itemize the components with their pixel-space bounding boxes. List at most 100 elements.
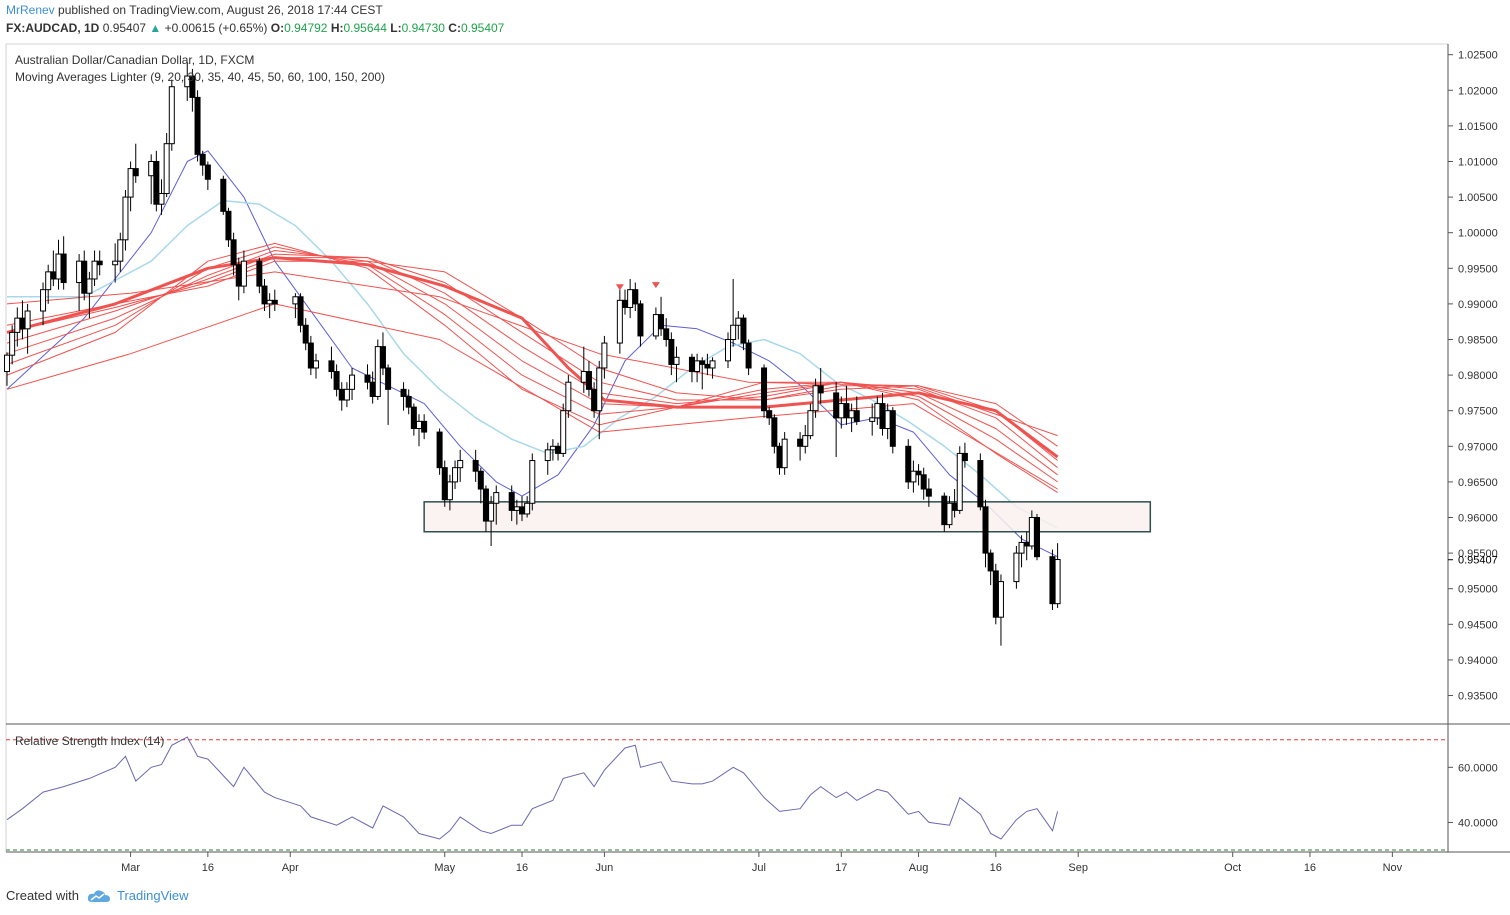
candle-body — [997, 581, 1004, 618]
candle-body — [117, 239, 124, 262]
candle — [400, 382, 407, 411]
author-link[interactable]: MrRenev — [6, 3, 55, 17]
price-tick-label: 0.94500 — [1458, 619, 1498, 631]
rsi-tick-label: 60.0000 — [1458, 762, 1498, 774]
candle — [421, 414, 428, 440]
candle-body — [704, 363, 711, 369]
price-axis[interactable]: 1.02500 1.02000 1.01500 1.01000 1.00500 1.000… — [1448, 50, 1498, 830]
candle-body — [725, 338, 731, 362]
candle-body — [941, 495, 948, 526]
candle — [9, 325, 16, 365]
candle-body — [225, 210, 232, 241]
candle-body — [76, 260, 83, 284]
candle — [565, 375, 572, 418]
ma-30-line — [6, 242, 1058, 494]
candles — [4, 61, 1061, 646]
price-tick-label: 0.94000 — [1458, 655, 1498, 667]
candle — [601, 335, 608, 379]
candle-body — [163, 143, 170, 195]
candle-body — [601, 342, 608, 369]
candle — [544, 442, 551, 475]
candle-body — [565, 381, 572, 412]
candle-body — [307, 342, 314, 369]
price-tick-label: 0.93500 — [1458, 691, 1498, 703]
price-tick-label: 0.96000 — [1458, 513, 1498, 525]
candle-body — [833, 392, 840, 419]
candle-body — [158, 193, 165, 205]
candle-body — [436, 431, 443, 469]
candle-body — [781, 438, 788, 469]
candle — [529, 453, 536, 511]
candle — [745, 339, 752, 376]
candle — [292, 293, 299, 319]
candle-body — [230, 239, 237, 266]
candle-body — [730, 324, 737, 340]
candle-body — [400, 388, 407, 397]
candle — [45, 264, 52, 304]
candle-body — [50, 271, 57, 280]
candle — [925, 478, 932, 507]
candle-body — [297, 296, 304, 326]
candle-body — [45, 271, 52, 291]
time-tick-label: 16 — [516, 862, 528, 874]
time-tick-label: May — [434, 862, 455, 874]
candle-body — [452, 467, 459, 483]
candle — [91, 250, 98, 287]
close-value: 0.95407 — [460, 21, 505, 35]
candle-body — [961, 452, 968, 462]
candle-body — [148, 160, 155, 177]
candle-body — [616, 299, 623, 344]
candle — [220, 175, 227, 215]
candle — [271, 289, 278, 312]
candle-body — [1023, 541, 1030, 547]
footer: Created with TradingView — [6, 888, 189, 903]
candle-body — [843, 403, 850, 419]
candle — [725, 332, 731, 368]
tradingview-brand: TradingView — [116, 888, 189, 903]
candle-body — [410, 406, 417, 430]
support-zone[interactable] — [423, 501, 1152, 533]
candle-body — [204, 164, 211, 180]
candle-body — [240, 260, 247, 287]
candle — [230, 232, 237, 276]
candle — [307, 335, 314, 376]
candle — [441, 460, 448, 507]
candle — [946, 496, 953, 529]
candle-body — [555, 445, 562, 454]
tradingview-logo[interactable]: TradingView — [87, 888, 189, 903]
candle-body — [920, 474, 927, 490]
candle-body — [776, 445, 783, 469]
candle — [596, 360, 603, 440]
candle-body — [421, 420, 428, 433]
candle — [992, 563, 999, 625]
candle-body — [817, 385, 824, 394]
candle — [658, 296, 665, 336]
candle-body — [379, 346, 386, 369]
candle-body — [889, 410, 896, 447]
candle — [585, 360, 592, 397]
candle — [848, 403, 855, 433]
candle-body — [40, 289, 47, 312]
time-axis[interactable]: Mar 16 Apr May 16 Jun Jul 17 Aug 16 Sep Oct 16 Nov — [121, 852, 1403, 874]
candle — [977, 453, 984, 511]
candle — [117, 232, 124, 272]
candle — [132, 143, 139, 183]
candle-body — [807, 410, 814, 437]
candle-body — [457, 460, 464, 469]
price-tick-label: 1.01000 — [1458, 156, 1498, 168]
candle — [313, 353, 319, 379]
ma-100-line — [6, 256, 1059, 459]
candle-body — [96, 260, 103, 266]
ma-150-line — [6, 271, 1058, 437]
candle — [163, 133, 170, 198]
candle-body — [472, 460, 479, 472]
candle — [261, 278, 268, 312]
candle-body — [261, 285, 268, 305]
price-tick-label: 0.96500 — [1458, 477, 1498, 489]
candle-body — [271, 299, 278, 305]
price-tick-label: 0.97000 — [1458, 441, 1498, 453]
candle — [616, 286, 623, 354]
close-label: C: — [448, 21, 461, 35]
candle-body — [256, 260, 263, 287]
